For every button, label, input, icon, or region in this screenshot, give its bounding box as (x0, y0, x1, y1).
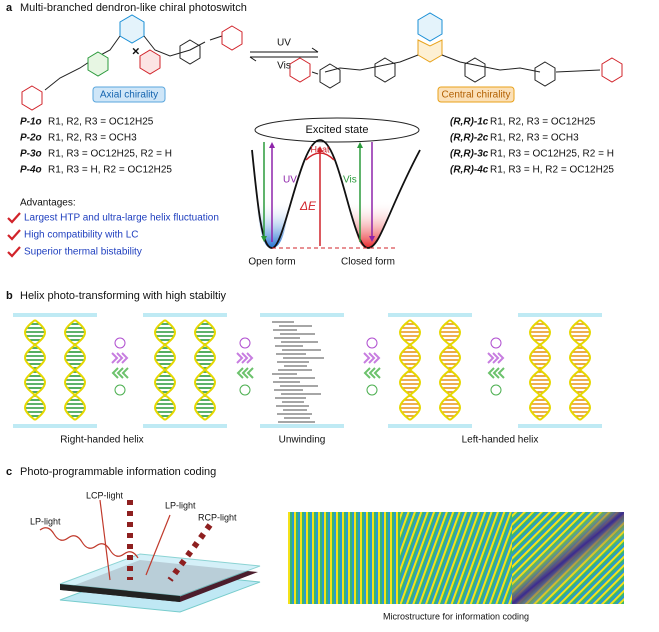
rotation-symbol: × (132, 43, 140, 58)
compound-name: (R,R)-4c (450, 165, 489, 176)
bulb (114, 384, 126, 396)
substrate (518, 424, 602, 428)
compound-formula: R1, R2, R3 = OC12H25 (490, 117, 596, 128)
compound-formula: R1, R3 = H, R2 = OC12H25 (490, 165, 614, 176)
closed-form: Closed form (341, 257, 395, 268)
transition-arrows (261, 142, 375, 246)
excited-state (254, 117, 420, 143)
chevron (487, 367, 505, 379)
strand (398, 319, 422, 421)
micro-caption: Microstructure for information coding (383, 611, 529, 621)
substrate (260, 424, 344, 428)
delta-e: ΔE (299, 199, 317, 213)
compound-name: (R,R)-3c (450, 149, 489, 160)
compound-formula: R1, R3 = OC12H25, R2 = H (48, 149, 172, 160)
open-molecule: × (21, 14, 243, 111)
heat-label: Heat (310, 144, 330, 154)
light-beams (39, 499, 213, 582)
substrate (13, 313, 97, 317)
advantage: Superior thermal bistability (24, 247, 142, 258)
substrate (518, 313, 602, 317)
light-label: LP-light (165, 500, 196, 510)
advantages: Largest HTP and ultra-large helix fluctu… (7, 212, 219, 258)
check-mark (7, 229, 21, 241)
vis-label: Vis (277, 61, 291, 72)
bulb (239, 384, 251, 396)
bulb (490, 384, 502, 396)
compound-formula: R1, R2, R3 = OCH3 (490, 133, 579, 144)
helix-caption: Unwinding (279, 435, 326, 446)
bulb (366, 337, 378, 349)
bulb (114, 337, 126, 349)
compound-formula: R1, R2, R3 = OC12H25 (48, 117, 154, 128)
energy-curve (251, 139, 421, 249)
excited-label: Excited state (306, 124, 369, 136)
helix-caption: Left-handed helix (462, 435, 539, 446)
chevron (487, 352, 505, 364)
light-label: LCP-light (86, 490, 124, 500)
check-mark (7, 212, 21, 224)
compound-name: P-3o (20, 149, 42, 160)
chevron (236, 352, 254, 364)
device (59, 553, 261, 613)
panel-title: Photo-programmable information coding (20, 466, 216, 478)
strand (153, 319, 177, 421)
advantage: Largest HTP and ultra-large helix fluctu… (24, 213, 219, 224)
compound-name: (R,R)-1c (450, 117, 489, 128)
compound-name: P-4o (20, 165, 42, 176)
substrate (143, 313, 227, 317)
strand (63, 319, 87, 421)
central-box (437, 86, 515, 103)
panel-label: c (6, 466, 12, 478)
bulb (239, 337, 251, 349)
strand (568, 319, 592, 421)
chevron (111, 367, 129, 379)
central-label: Central chirality (442, 90, 511, 101)
check-mark (7, 246, 21, 258)
strand (438, 319, 462, 421)
bulb (490, 337, 502, 349)
panel-title: Helix photo-transforming with high stabi… (20, 290, 227, 302)
compound-name: P-2o (20, 133, 42, 144)
vis-transition: Vis (343, 175, 357, 186)
light-label: LP-light (30, 516, 61, 526)
compound-name: (R,R)-2c (450, 133, 489, 144)
compound-formula: R1, R3 = OC12H25, R2 = H (490, 149, 614, 160)
compound-formula: R1, R3 = H, R2 = OC12H25 (48, 165, 172, 176)
switch-arrows (249, 47, 319, 62)
uv-label: UV (277, 38, 291, 49)
axial-box (92, 86, 166, 103)
bulb (366, 384, 378, 396)
open-form: Open form (248, 257, 295, 268)
chevron (363, 367, 381, 379)
panel-label: b (6, 290, 13, 302)
helix-caption: Right-handed helix (60, 435, 143, 446)
substrate (388, 313, 472, 317)
panel-label: a (6, 2, 13, 14)
substrate (13, 424, 97, 428)
light-label: RCP-light (198, 512, 237, 522)
chevron (236, 367, 254, 379)
compound-name: P-1o (20, 117, 42, 128)
strand (193, 319, 217, 421)
strand (23, 319, 47, 421)
strand (528, 319, 552, 421)
advantage: High compatibility with LC (24, 230, 139, 241)
closed-molecule (289, 12, 623, 89)
chevron (111, 352, 129, 364)
axial-label: Axial chirality (100, 90, 158, 101)
substrate (260, 313, 344, 317)
microstructure (288, 512, 624, 604)
compound-list: P-1o R1, R2, R3 = OC12H25 P-2o R1, R2, R3 =… (20, 117, 614, 176)
substrate (388, 424, 472, 428)
chevron (363, 352, 381, 364)
panel-title: Multi-branched dendron-like chiral photo… (20, 2, 247, 14)
uv-transition: UV (283, 175, 297, 186)
advantages-title: Advantages: (20, 198, 76, 209)
compound-formula: R1, R2, R3 = OCH3 (48, 133, 137, 144)
helices (13, 313, 602, 428)
substrate (143, 424, 227, 428)
